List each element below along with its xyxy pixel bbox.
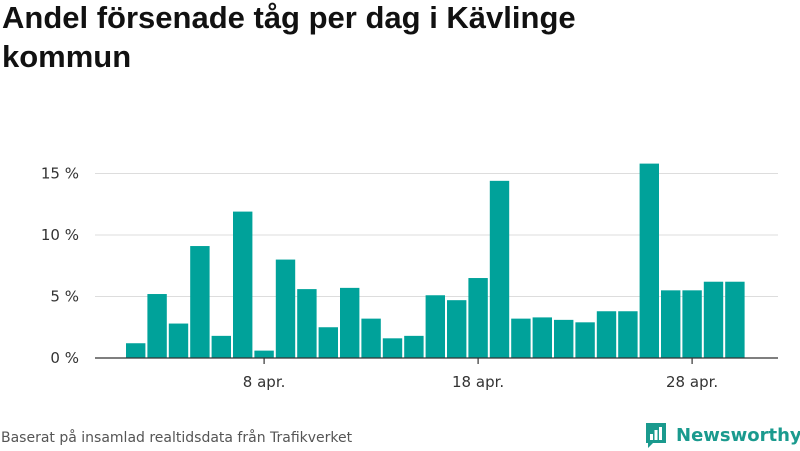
y-tick-label: 5 % [50,287,79,305]
y-tick-label: 0 % [50,349,79,367]
source-note: Baserat på insamlad realtidsdata från Tr… [1,430,353,446]
bar [254,350,274,358]
bar [511,318,531,358]
y-tick-label: 10 % [41,226,79,244]
x-tick-label: 28 apr. [666,373,718,391]
bar [382,338,403,358]
bar [725,281,745,358]
bar [618,311,638,358]
bar [275,259,296,358]
chart-title: Andel försenade tåg per dag i Kävlinge k… [2,0,576,74]
bar [468,278,488,358]
bar [447,300,467,358]
bar [554,319,574,358]
brand-logo: Newsworthy [644,419,800,451]
newsworthy-logo-icon [646,423,666,448]
bar [361,318,381,358]
bar [661,290,681,358]
brand-name: Newsworthy [676,424,800,446]
x-axis-ticks: 8 apr. 18 apr. 28 apr. [243,358,718,391]
bar-series [126,163,745,358]
bar [596,311,617,358]
bar [168,323,189,358]
bar [703,281,724,358]
bar [575,322,595,358]
bar [190,246,210,358]
bar [147,294,167,358]
x-tick-label: 8 apr. [243,373,286,391]
bar [639,163,659,358]
bar [532,317,552,358]
bar [425,295,445,358]
bar [340,287,360,358]
bar [682,290,702,358]
bar [297,289,317,358]
y-axis-ticks: 0 % 5 % 10 % 15 % [41,164,79,367]
bar [318,327,338,358]
y-tick-label: 15 % [41,164,79,182]
x-tick-label: 18 apr. [452,373,504,391]
bar [404,335,424,358]
bar [126,343,146,358]
bar [233,211,253,358]
bar [211,335,231,358]
bar [489,180,510,358]
